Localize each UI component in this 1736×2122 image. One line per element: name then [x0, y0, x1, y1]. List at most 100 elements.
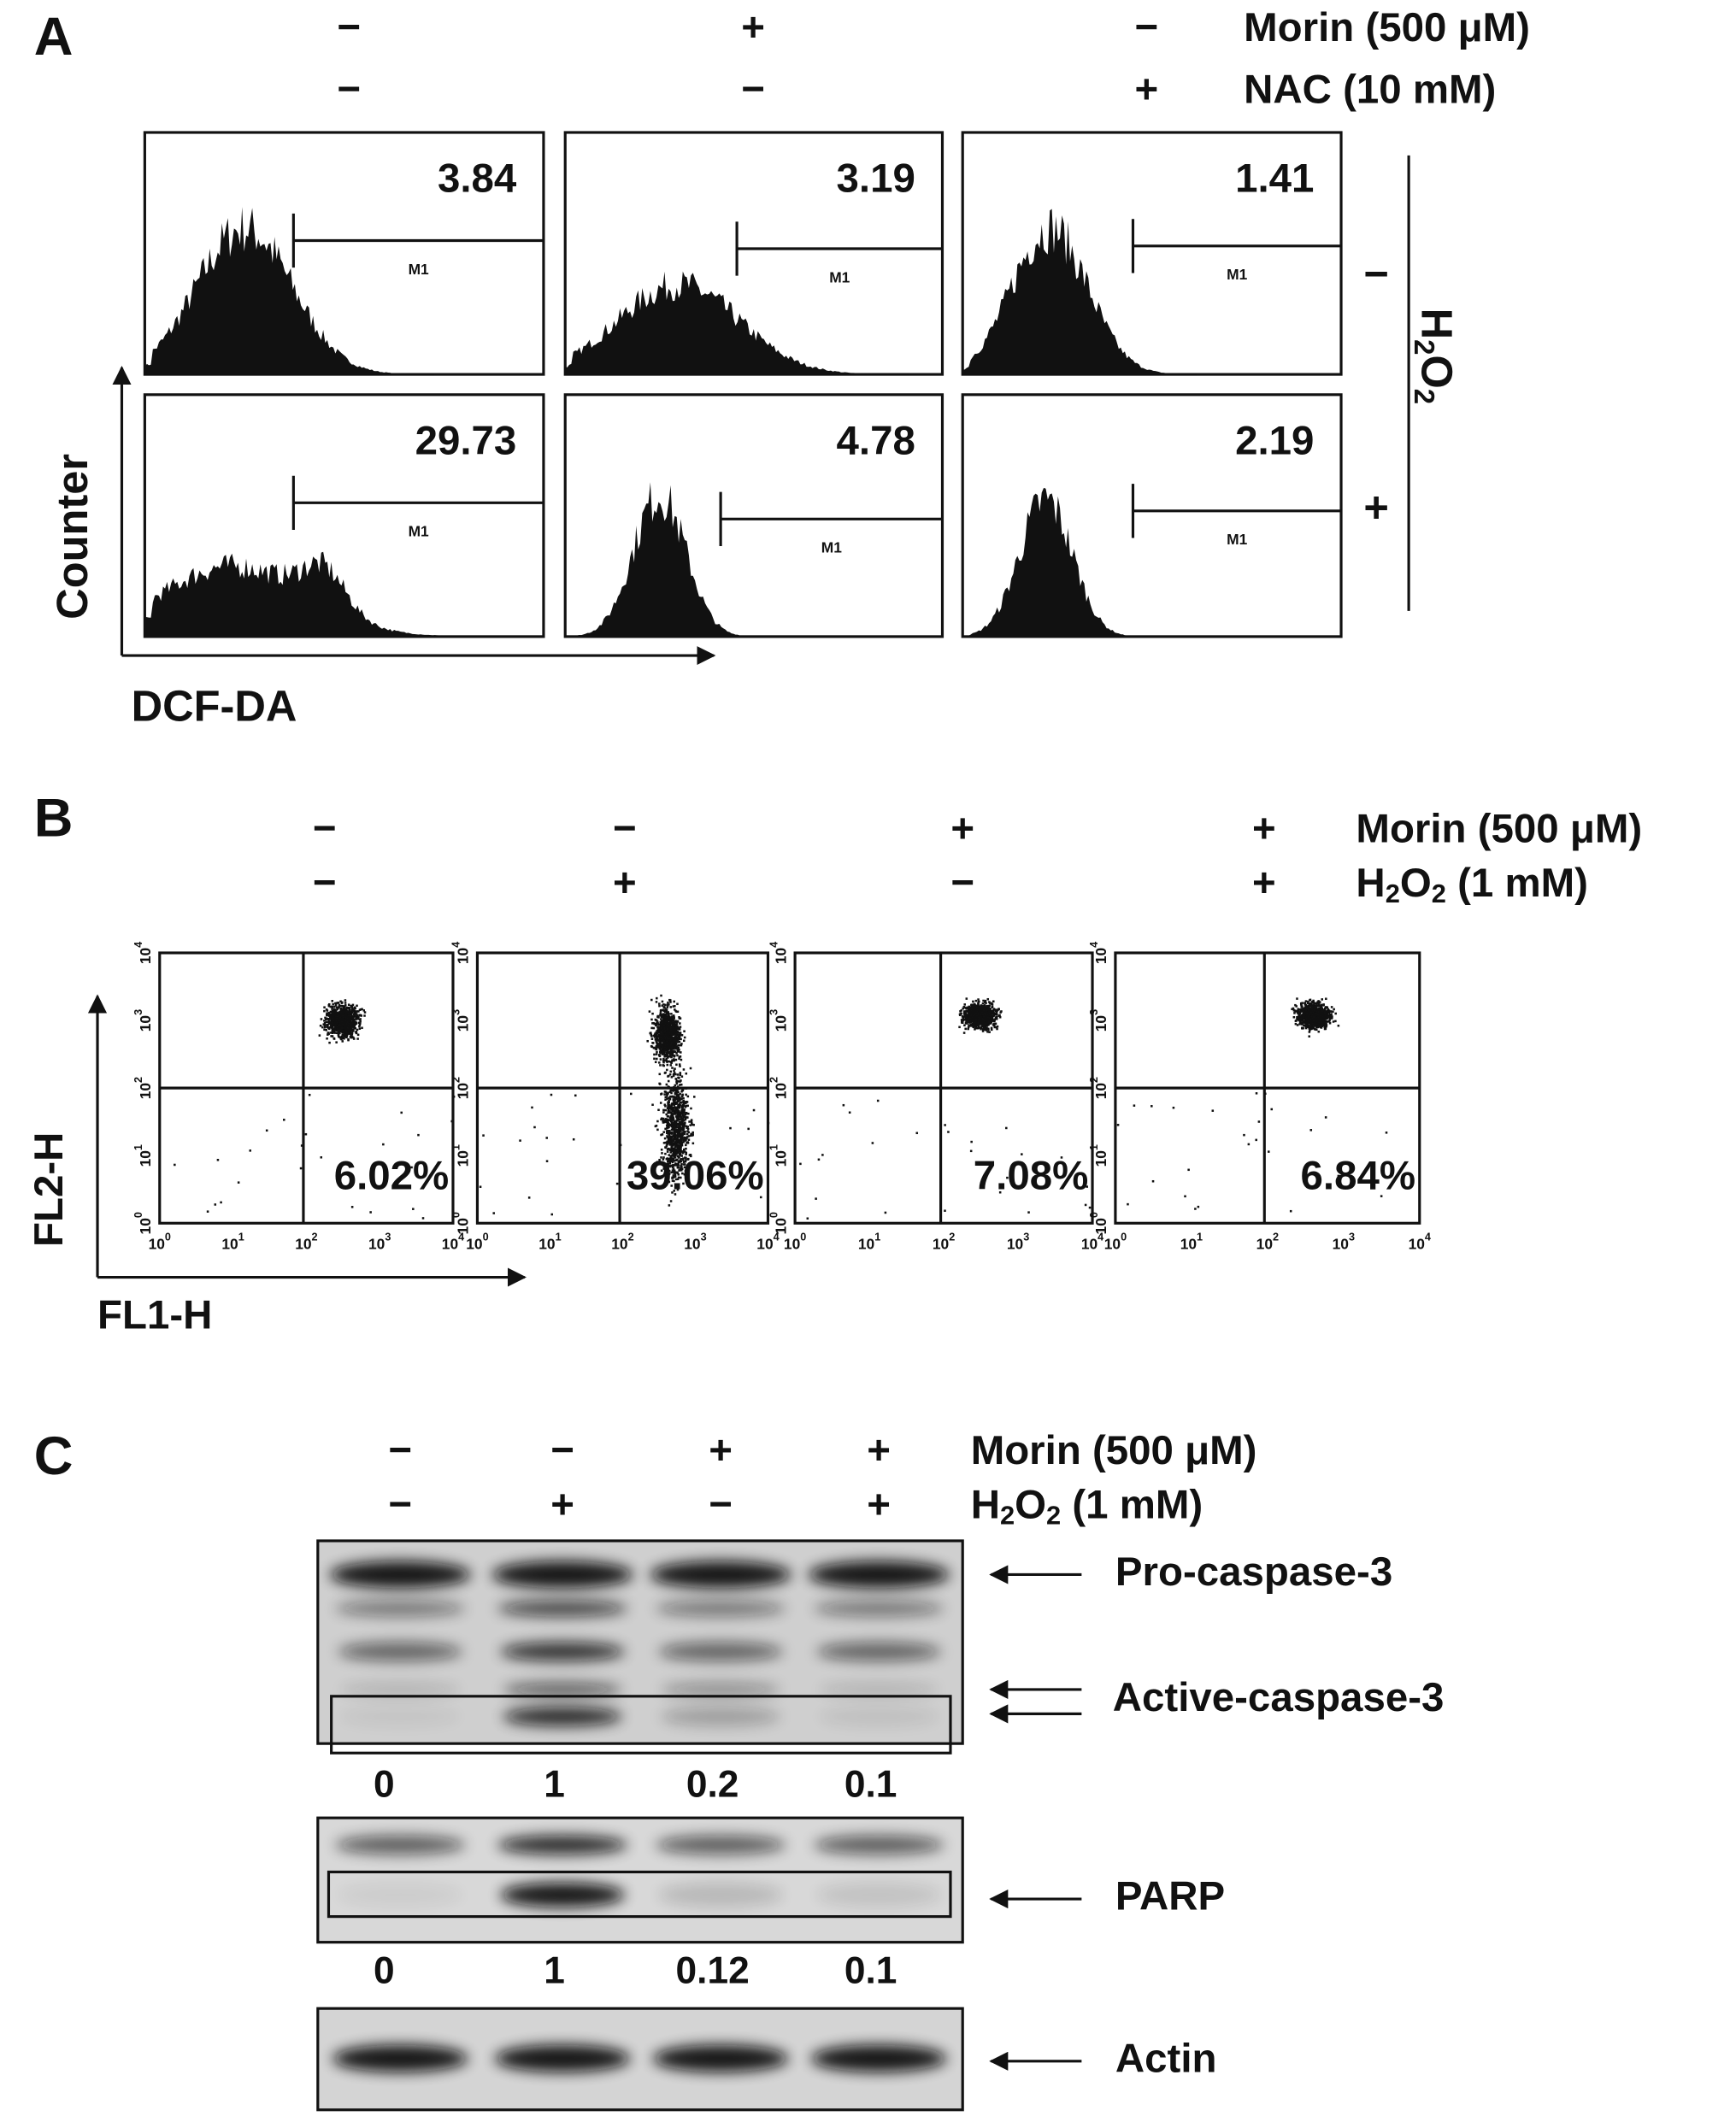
dot: [1300, 1023, 1303, 1026]
dot: [674, 1134, 678, 1137]
dot: [680, 1112, 682, 1114]
y-tick-label: 104: [1089, 942, 1109, 964]
blot-band: [500, 1642, 625, 1661]
blot-band: [661, 1683, 780, 1696]
dot: [679, 1034, 681, 1037]
dot: [629, 1092, 633, 1096]
dot: [651, 1022, 654, 1025]
dot: [682, 1163, 686, 1166]
gate-label: M1: [1227, 531, 1247, 548]
dot: [672, 1015, 674, 1019]
dot: [1315, 1018, 1318, 1021]
y-tick-label: 100: [132, 1212, 153, 1234]
dot: [680, 1160, 683, 1163]
dot: [664, 1071, 667, 1074]
dot: [347, 1024, 350, 1026]
dot: [972, 1018, 974, 1020]
dot: [340, 1018, 343, 1020]
dot: [988, 1018, 991, 1021]
dot: [989, 1014, 992, 1017]
dot: [680, 1097, 682, 1100]
dot: [345, 1035, 348, 1038]
dot: [354, 1007, 356, 1010]
dot: [682, 1068, 686, 1071]
dot: [1303, 1015, 1305, 1019]
dot: [693, 1096, 696, 1098]
dot: [656, 1027, 660, 1030]
dot: [527, 1196, 531, 1199]
dot: [977, 1002, 980, 1005]
dot: [666, 1148, 669, 1151]
dot: [344, 1026, 347, 1029]
dot: [665, 1113, 668, 1116]
dot: [1305, 1017, 1308, 1020]
dot: [672, 1159, 675, 1162]
dot: [327, 1032, 330, 1034]
dot: [1300, 1003, 1303, 1006]
dot: [340, 1036, 343, 1039]
dot: [674, 1024, 677, 1027]
dot: [334, 1015, 338, 1018]
dot: [672, 1116, 674, 1120]
dot: [323, 1020, 326, 1022]
dot: [680, 1163, 683, 1166]
dot: [334, 1002, 337, 1005]
dot: [339, 1028, 343, 1031]
dot: [662, 1033, 665, 1036]
blot-label: PARP: [1115, 1874, 1225, 1919]
dot: [1315, 1023, 1318, 1026]
dot: [968, 1025, 972, 1027]
dot: [1313, 1002, 1315, 1006]
dot: [1313, 1023, 1316, 1026]
dot: [660, 1025, 662, 1027]
dot: [1127, 1202, 1129, 1206]
dot: [666, 1016, 668, 1019]
dot: [679, 1022, 681, 1025]
dot: [1309, 1027, 1313, 1031]
dot: [669, 1031, 673, 1034]
blot-band: [340, 1707, 460, 1726]
dot: [646, 1039, 649, 1043]
dot: [670, 1119, 673, 1122]
dot: [338, 1028, 340, 1032]
dot: [1322, 1015, 1326, 1019]
dot: [656, 996, 658, 1000]
dot: [321, 1026, 324, 1029]
dot: [984, 999, 987, 1002]
dot: [677, 1173, 680, 1176]
tick-base: 10: [538, 1235, 555, 1252]
dot: [675, 1116, 679, 1120]
dot: [1307, 1020, 1310, 1022]
dot: [656, 1022, 659, 1025]
dot: [482, 1134, 485, 1137]
text-part: Morin (500 μM): [971, 1428, 1257, 1473]
dot: [988, 1004, 992, 1007]
dot: [341, 1040, 344, 1043]
dot: [669, 1006, 673, 1008]
dot: [1328, 1021, 1332, 1025]
dot: [668, 1119, 672, 1121]
condition-sign: −: [709, 1482, 733, 1527]
dot: [674, 1036, 676, 1038]
dot: [690, 1120, 693, 1123]
dot: [664, 1017, 667, 1020]
dot: [676, 1002, 679, 1006]
dot: [1312, 999, 1315, 1002]
dot: [345, 1022, 349, 1026]
dot: [363, 1011, 367, 1014]
dot: [1297, 1010, 1299, 1013]
dot: [356, 1017, 360, 1020]
dot: [675, 1131, 678, 1133]
dot: [674, 1058, 678, 1061]
dot: [673, 1072, 676, 1074]
dot: [347, 1007, 350, 1010]
condition-sign: −: [550, 1428, 574, 1473]
dot: [344, 999, 347, 1002]
dot: [676, 1113, 679, 1116]
dot: [992, 1020, 996, 1022]
dot: [667, 1174, 669, 1178]
dot: [676, 1171, 679, 1174]
histogram-frame: [961, 393, 1343, 638]
dot: [1318, 1024, 1321, 1027]
dot: [667, 1079, 670, 1083]
